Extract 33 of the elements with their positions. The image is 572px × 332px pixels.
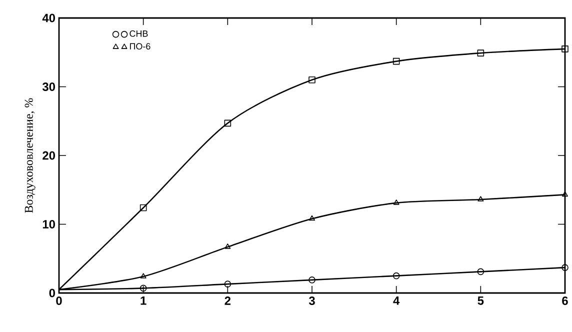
point bbox=[393, 200, 400, 205]
point bbox=[308, 276, 316, 284]
point bbox=[562, 191, 568, 197]
point bbox=[224, 280, 232, 288]
point bbox=[140, 273, 146, 278]
point bbox=[140, 284, 147, 292]
point bbox=[392, 272, 400, 280]
point bbox=[477, 50, 484, 56]
point bbox=[224, 120, 232, 127]
point bbox=[392, 58, 400, 65]
y-tick-label: 40 bbox=[42, 14, 55, 22]
x-tick-label: 6 bbox=[562, 296, 568, 305]
x-tick-label: 4 bbox=[393, 296, 400, 305]
legend-label: ПО-6 bbox=[130, 43, 150, 50]
point bbox=[478, 196, 484, 202]
y-tick-label: 10 bbox=[42, 220, 55, 228]
point bbox=[308, 76, 316, 84]
point bbox=[140, 204, 147, 212]
point bbox=[562, 46, 568, 52]
x-tick-label: 5 bbox=[478, 296, 484, 305]
x-tick-label: 2 bbox=[224, 296, 231, 305]
x-tick-label: 0 bbox=[56, 296, 62, 305]
x-tick-label: 1 bbox=[140, 296, 146, 305]
y-tick-label: 0 bbox=[49, 288, 55, 298]
point bbox=[224, 244, 231, 249]
point bbox=[477, 268, 484, 276]
y-axis-title: Воздухововлечение, % bbox=[24, 98, 36, 213]
y-tick-label: 20 bbox=[42, 151, 55, 160]
point bbox=[309, 215, 315, 221]
legend-label: СНВ bbox=[130, 30, 148, 37]
y-tick-label: 30 bbox=[42, 82, 55, 91]
x-tick-label: 3 bbox=[308, 296, 315, 306]
point bbox=[562, 264, 568, 271]
